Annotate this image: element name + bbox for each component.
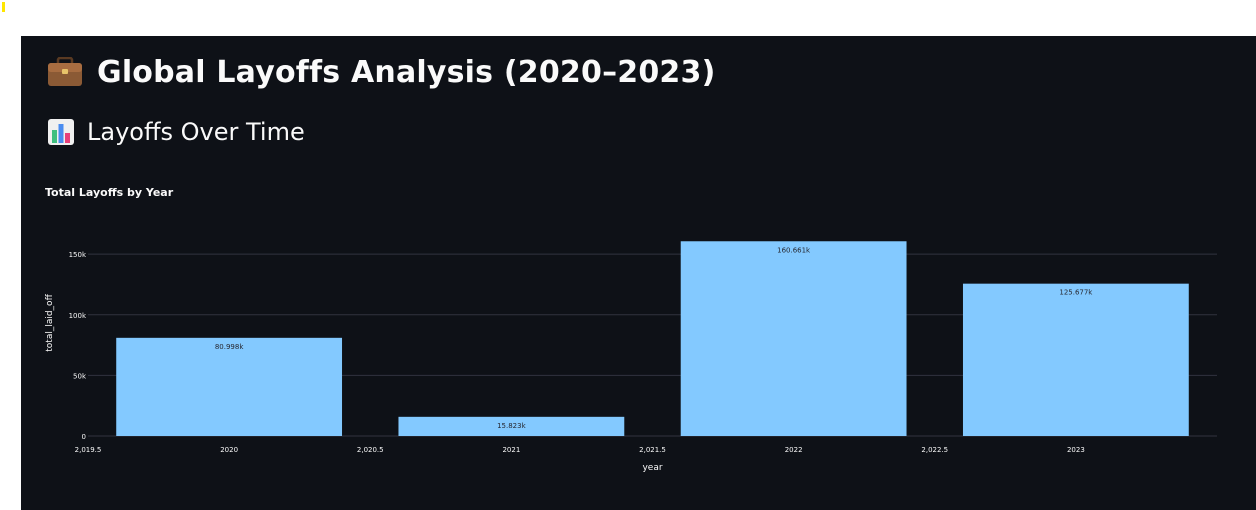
app-main: Global Layoffs Analysis (2020–2023) Layo… <box>21 36 1256 510</box>
x-axis-title: year <box>642 463 662 473</box>
x-tick-label: 2,020.5 <box>357 446 384 454</box>
bar-data-label: 125.677k <box>1059 289 1093 297</box>
corner-marker <box>2 2 5 12</box>
bar-2021 <box>398 416 625 436</box>
bar-data-label: 160.661k <box>777 246 811 254</box>
x-tick-label: 2,022.5 <box>921 446 948 454</box>
bar-chart-icon <box>48 119 74 145</box>
y-tick-label: 0 <box>82 433 86 441</box>
bar-2022 <box>680 241 907 436</box>
bar-data-label: 80.998k <box>215 343 244 351</box>
section-header: Layoffs Over Time <box>47 114 305 150</box>
bar-data-label: 15.823k <box>497 422 526 430</box>
y-tick-label: 50k <box>73 372 87 380</box>
page-header: Global Layoffs Analysis (2020–2023) <box>47 50 715 94</box>
x-tick-label: 2,019.5 <box>75 446 102 454</box>
x-tick-label: 2020 <box>220 446 238 454</box>
y-tick-label: 100k <box>69 312 87 320</box>
chart-title: Total Layoffs by Year <box>45 186 174 199</box>
briefcase-icon <box>48 57 82 86</box>
page-title: Global Layoffs Analysis (2020–2023) <box>97 54 716 90</box>
bar-2020 <box>116 337 343 436</box>
y-axis-title: total_laid_off <box>45 293 55 351</box>
x-tick-label: 2023 <box>1067 446 1085 454</box>
y-tick-label: 150k <box>69 251 87 259</box>
section-title: Layoffs Over Time <box>87 118 305 146</box>
bar-2023 <box>962 283 1189 436</box>
x-tick-label: 2022 <box>785 446 803 454</box>
x-tick-label: 2021 <box>502 446 520 454</box>
bar-chart: 0 50k 100k 150k 80.998k 15.823k 160.661k 125.67… <box>45 241 1217 473</box>
x-tick-label: 2,021.5 <box>639 446 666 454</box>
